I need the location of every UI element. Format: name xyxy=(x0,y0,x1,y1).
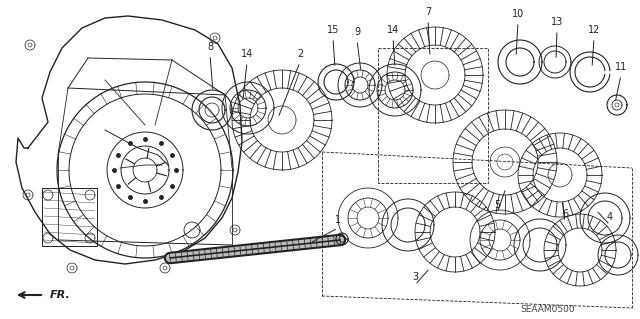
Text: 3: 3 xyxy=(412,272,418,282)
Text: 9: 9 xyxy=(354,27,360,37)
Text: 7: 7 xyxy=(425,7,431,17)
Bar xyxy=(378,48,488,183)
Text: FR.: FR. xyxy=(50,290,71,300)
Text: 11: 11 xyxy=(615,62,627,72)
Text: 8: 8 xyxy=(207,42,213,52)
Text: 6: 6 xyxy=(562,209,568,219)
Text: 10: 10 xyxy=(512,9,524,19)
Text: SEAAM0500: SEAAM0500 xyxy=(521,305,575,314)
Text: 14: 14 xyxy=(241,49,253,59)
Text: 5: 5 xyxy=(494,200,500,210)
Text: 4: 4 xyxy=(607,212,613,222)
Text: 15: 15 xyxy=(327,25,339,35)
Text: 14: 14 xyxy=(387,25,399,35)
Text: 2: 2 xyxy=(297,49,303,59)
Text: 13: 13 xyxy=(551,17,563,27)
Text: 1: 1 xyxy=(335,215,341,225)
Text: 12: 12 xyxy=(588,25,600,35)
Bar xyxy=(42,188,97,246)
